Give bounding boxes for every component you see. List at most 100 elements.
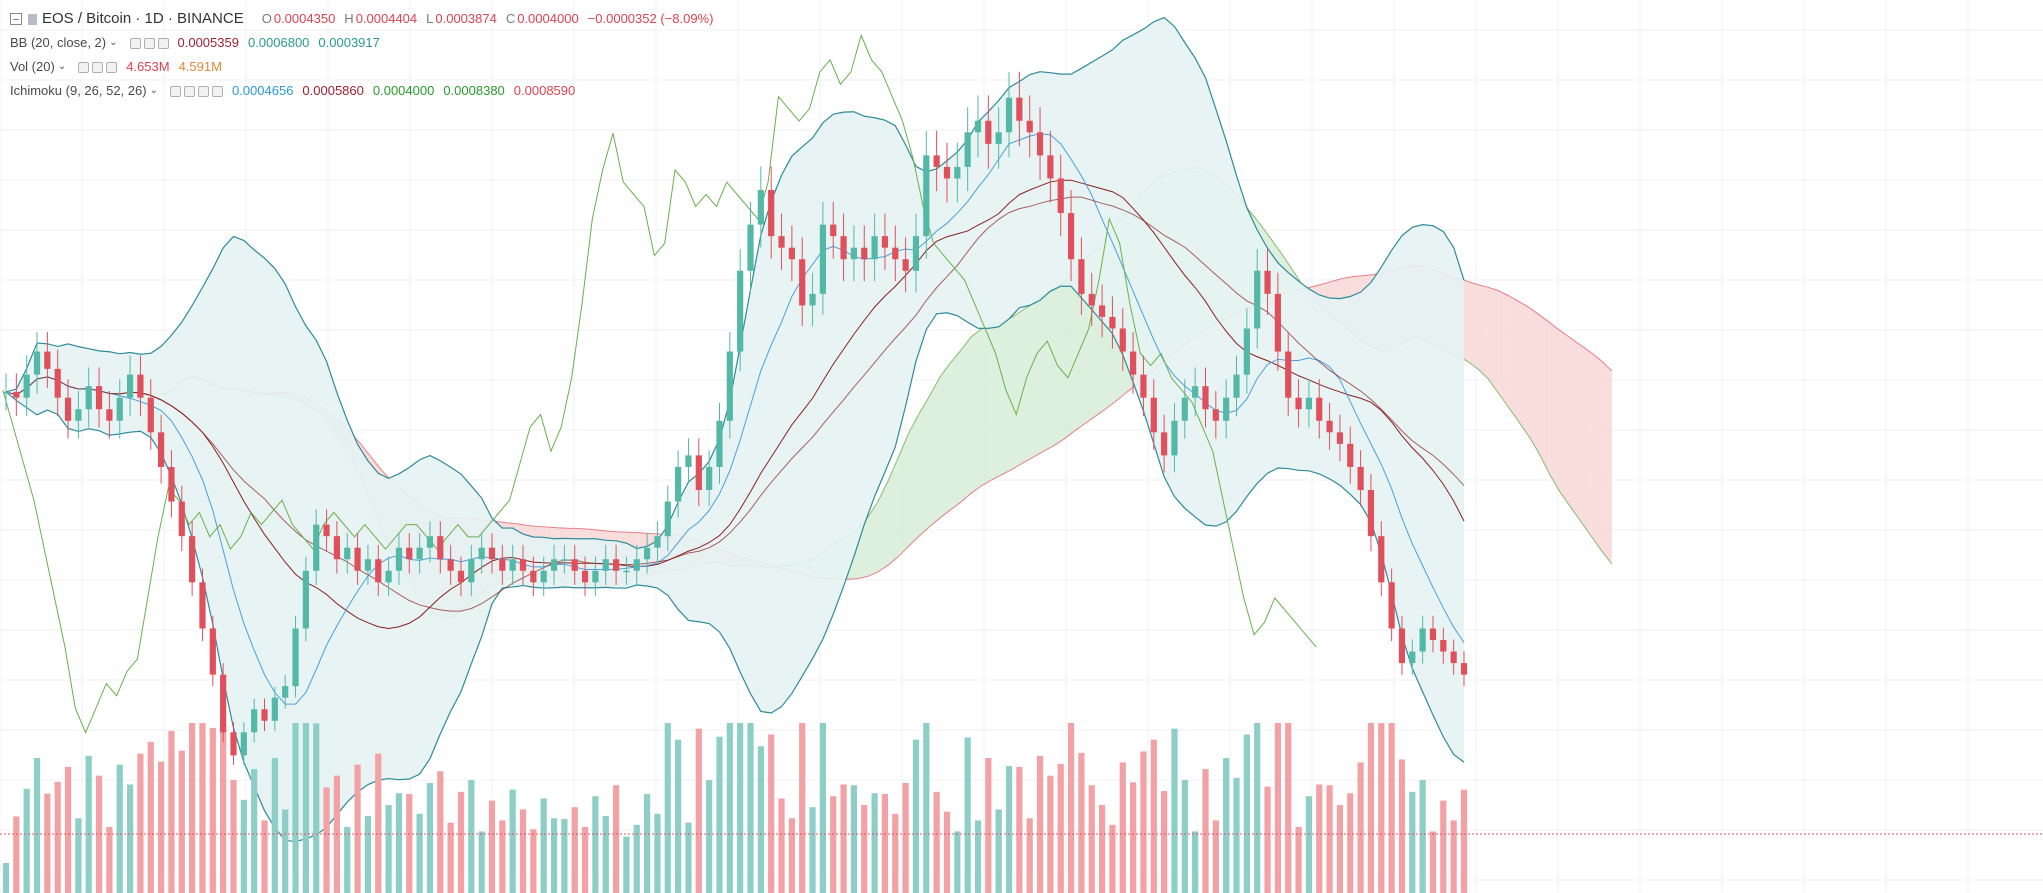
volume-bar: [675, 739, 682, 893]
candle-body: [220, 674, 227, 733]
candle-body: [571, 559, 578, 571]
ichimoku-kijun-value: 0.0005860: [302, 83, 364, 98]
volume-bar: [1367, 723, 1375, 893]
candle-body: [995, 132, 1002, 144]
candle-body: [799, 259, 806, 306]
candle-body: [1440, 640, 1447, 652]
volume-bar: [220, 723, 227, 893]
candle-body: [1181, 397, 1188, 421]
eye-icon[interactable]: [129, 37, 141, 49]
volume-bar: [199, 723, 206, 893]
candle-body: [612, 559, 620, 571]
volume-bar: [519, 809, 527, 893]
volume-bar: [395, 793, 403, 893]
eye-icon[interactable]: [78, 61, 90, 73]
candle-body: [116, 397, 123, 421]
volume-bar: [447, 822, 454, 893]
settings-icon[interactable]: [92, 61, 104, 73]
volume-bar: [1233, 777, 1240, 893]
volume-bar: [737, 723, 744, 893]
volume-bar: [592, 796, 599, 893]
ichimoku-cloud-segment: [1032, 294, 1044, 458]
candle-body: [768, 190, 775, 237]
candle-body: [985, 120, 992, 144]
symbol-icon: [28, 13, 37, 25]
candle-body: [550, 559, 558, 571]
lock-icon[interactable]: [197, 85, 209, 97]
candle-body: [964, 132, 971, 167]
volume-bar: [1378, 723, 1385, 893]
candle-body: [1088, 293, 1095, 306]
volume-bar: [1202, 769, 1209, 893]
candle-body: [1243, 328, 1250, 375]
ichimoku-cloud-segment: [950, 350, 961, 511]
ichimoku-cloud-segment: [1498, 290, 1509, 408]
ichimoku-cloud-segment: [991, 321, 1002, 481]
close-icon[interactable]: [211, 85, 223, 97]
volume-bar: [1326, 785, 1333, 893]
bb-label[interactable]: BB (20, close, 2): [10, 35, 107, 50]
candle-body: [943, 166, 951, 179]
candle-body: [385, 570, 392, 583]
candle-body: [1367, 490, 1375, 537]
candle-body: [881, 236, 889, 248]
high-label: H: [344, 11, 354, 26]
ichimoku-label[interactable]: Ichimoku (9, 26, 52, 26): [10, 83, 147, 98]
ichimoku-cloud-segment: [867, 501, 878, 577]
candle-body: [137, 374, 144, 398]
ichimoku-cloud-segment: [1074, 259, 1085, 432]
candle-body: [488, 547, 496, 560]
candle-body: [1130, 351, 1137, 375]
volume-bar: [581, 827, 589, 893]
volume-bar: [1088, 785, 1095, 893]
volume-bar: [1398, 759, 1406, 893]
candle-body: [1450, 651, 1457, 664]
candle-body: [64, 397, 72, 421]
ichimoku-cloud-segment: [1477, 284, 1488, 379]
volume-bar: [871, 793, 878, 893]
ichimoku-cloud-segment: [908, 413, 920, 547]
chevron-down-icon[interactable]: ⌄: [57, 61, 67, 72]
volume-bar: [95, 775, 103, 893]
candle-body: [912, 236, 920, 271]
candle-body: [1419, 628, 1426, 652]
candle-body: [830, 224, 837, 237]
volume-bar: [612, 785, 620, 893]
close-icon[interactable]: [157, 37, 169, 49]
symbol-title[interactable]: EOS / Bitcoin · 1D · BINANCE: [42, 10, 244, 27]
candle-body: [95, 386, 103, 410]
ichimoku-tenkan-line: [5, 133, 1465, 705]
ichimoku-cloud-segment: [1043, 288, 1054, 452]
candle-body: [633, 559, 640, 571]
candle-body: [251, 709, 258, 733]
candle-body: [1171, 420, 1178, 456]
eye-icon[interactable]: [169, 85, 181, 97]
volume-bar: [799, 723, 806, 893]
candle-body: [933, 155, 940, 167]
chevron-down-icon[interactable]: ⌄: [109, 37, 118, 48]
chevron-down-icon[interactable]: ⌄: [149, 85, 158, 96]
open-value: 0.0004350: [273, 11, 336, 26]
volume-bar: [1119, 762, 1126, 893]
volume-bar: [23, 788, 30, 893]
candle-body: [147, 397, 154, 433]
candle-body: [375, 559, 382, 583]
candle-body: [819, 224, 826, 294]
candle-body: [230, 732, 237, 756]
volume-bar: [85, 755, 92, 893]
candle-body: [437, 536, 444, 560]
collapse-icon[interactable]: [10, 13, 22, 25]
settings-icon[interactable]: [183, 85, 195, 97]
bb-lower-line: [5, 285, 1465, 843]
candle-body: [1067, 213, 1075, 260]
volume-bar: [881, 794, 889, 893]
settings-icon[interactable]: [143, 37, 155, 49]
candle-body: [1295, 397, 1302, 410]
volume-bar: [1078, 752, 1085, 893]
ichimoku-cloud-segment: [1580, 345, 1592, 537]
vol-label[interactable]: Vol (20): [10, 59, 55, 74]
close-icon[interactable]: [106, 61, 118, 73]
candle-body: [561, 559, 568, 561]
volume-bar: [344, 827, 351, 893]
